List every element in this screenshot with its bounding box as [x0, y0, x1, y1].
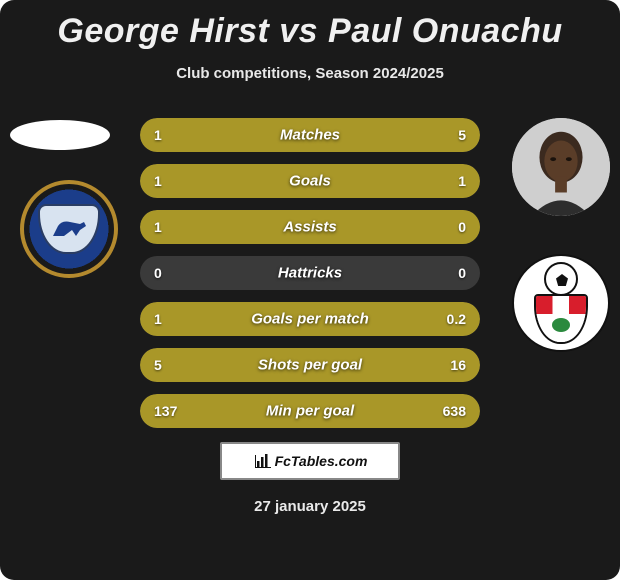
stat-value-right: 0.2	[447, 311, 466, 327]
stat-label: Assists	[283, 219, 336, 236]
subtitle: Club competitions, Season 2024/2025	[0, 65, 620, 82]
southampton-badge-icon	[512, 254, 610, 352]
left-club-badge	[20, 180, 118, 278]
stat-fill-right	[310, 164, 480, 198]
placeholder-avatar-icon	[10, 120, 110, 150]
ipswich-badge-icon	[20, 180, 118, 278]
page-title: George Hirst vs Paul Onuachu	[0, 12, 620, 51]
stat-value-right: 638	[443, 403, 466, 419]
stat-value-right: 1	[458, 173, 466, 189]
brand-box[interactable]: FcTables.com	[220, 442, 400, 480]
stat-value-left: 5	[154, 357, 162, 373]
stat-value-right: 16	[450, 357, 466, 373]
stat-row: 0 0 Hattricks	[140, 256, 480, 290]
stat-value-right: 0	[458, 219, 466, 235]
stat-value-left: 1	[154, 311, 162, 327]
right-player-avatar	[512, 118, 610, 216]
stat-row: 1 0.2 Goals per match	[140, 302, 480, 336]
stat-label: Goals per match	[251, 311, 369, 328]
stat-fill-left	[140, 118, 197, 152]
bar-chart-icon	[253, 453, 271, 469]
player-portrait-icon	[512, 118, 610, 216]
stat-label: Matches	[280, 127, 340, 144]
date-label: 27 january 2025	[254, 498, 366, 515]
right-club-badge	[512, 254, 610, 352]
stat-value-left: 1	[154, 173, 162, 189]
brand-label: FcTables.com	[275, 453, 368, 469]
stat-value-left: 1	[154, 127, 162, 143]
stat-label: Goals	[289, 173, 331, 190]
stat-label: Hattricks	[278, 265, 342, 282]
comparison-card: George Hirst vs Paul Onuachu Club compet…	[0, 0, 620, 580]
stat-row: 1 1 Goals	[140, 164, 480, 198]
stat-value-right: 0	[458, 265, 466, 281]
stat-label: Min per goal	[266, 403, 354, 420]
stat-value-left: 0	[154, 265, 162, 281]
stat-fill-left	[140, 164, 310, 198]
left-player-avatar	[10, 110, 110, 160]
stat-value-left: 137	[154, 403, 177, 419]
stat-value-left: 1	[154, 219, 162, 235]
stat-rows: 1 5 Matches 1 1 Goals 1 0 Assists 0 0 Hattricks 1 0.2…	[140, 118, 480, 440]
stat-label: Shots per goal	[258, 357, 362, 374]
stat-row: 1 5 Matches	[140, 118, 480, 152]
stat-row: 1 0 Assists	[140, 210, 480, 244]
stat-row: 5 16 Shots per goal	[140, 348, 480, 382]
stat-fill-left	[140, 348, 221, 382]
stat-value-right: 5	[458, 127, 466, 143]
stat-row: 137 638 Min per goal	[140, 394, 480, 428]
